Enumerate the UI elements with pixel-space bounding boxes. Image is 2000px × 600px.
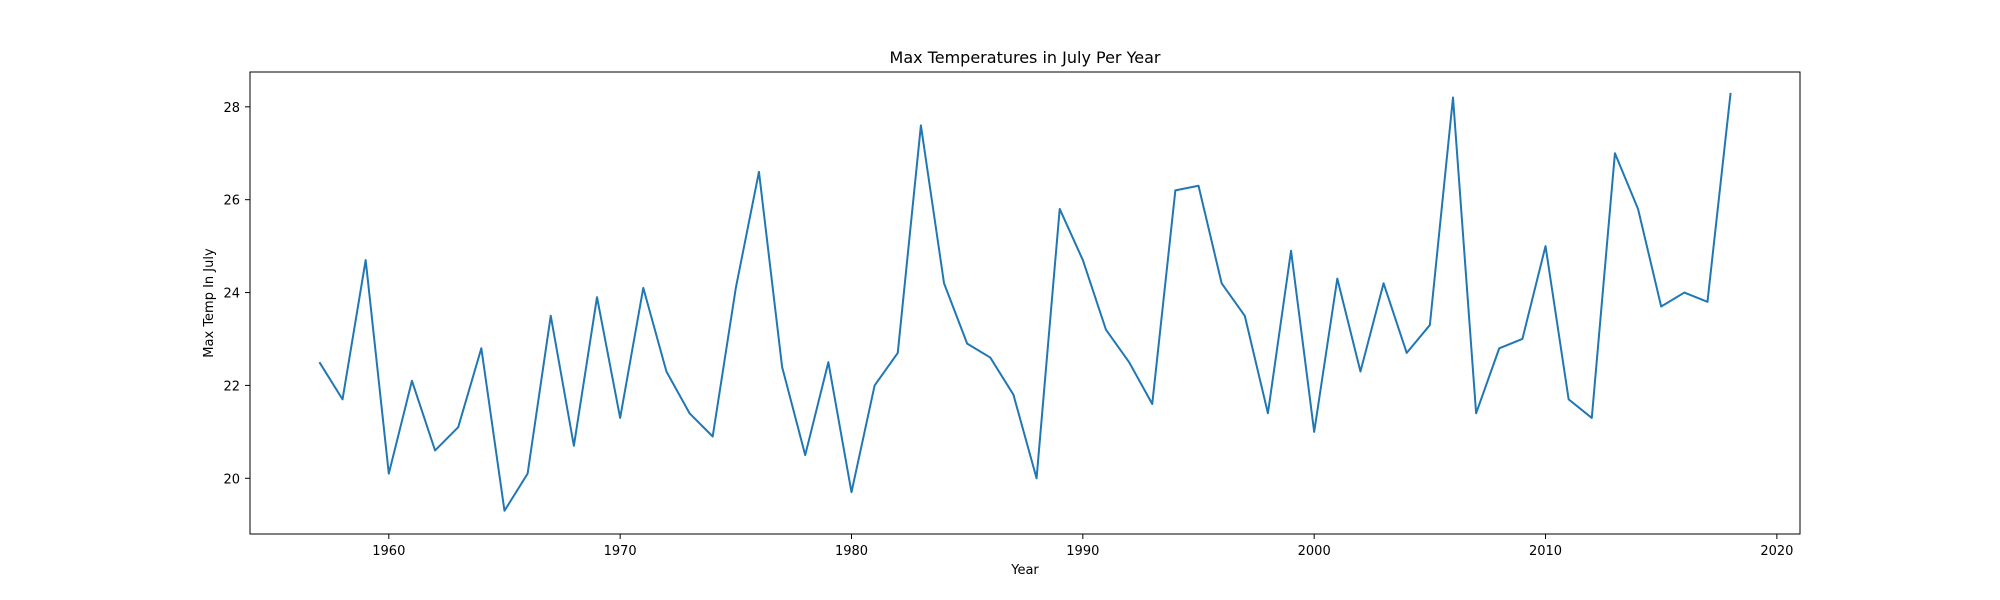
y-axis-ticks: 20 22 24 26 28 [223, 101, 250, 487]
series-line-0 [318, 92, 1732, 512]
plot-frame [249, 71, 1801, 535]
chart-title: Max Temperatures in July Per Year [890, 48, 1161, 67]
x-tick-label: 1960 [372, 544, 405, 559]
x-tick-label: 1990 [1066, 544, 1099, 559]
x-axis-ticks: 1960 1970 1980 1990 2000 2010 2020 [372, 534, 1793, 559]
x-tick-label: 1980 [835, 544, 868, 559]
y-tick-label: 28 [223, 101, 240, 116]
x-tick-label: 2000 [1298, 544, 1331, 559]
plot-area [250, 72, 1800, 534]
y-tick-label: 24 [223, 287, 240, 302]
y-tick-label: 26 [223, 194, 240, 209]
x-tick-label: 1970 [604, 544, 637, 559]
y-tick-label: 22 [223, 379, 240, 394]
x-axis-label: Year [1010, 563, 1039, 578]
series-layer [318, 92, 1732, 512]
x-tick-label: 2010 [1529, 544, 1562, 559]
y-tick-label: 20 [223, 472, 240, 487]
y-axis-label: Max Temp In July [202, 248, 217, 358]
x-tick-label: 2020 [1760, 544, 1793, 559]
